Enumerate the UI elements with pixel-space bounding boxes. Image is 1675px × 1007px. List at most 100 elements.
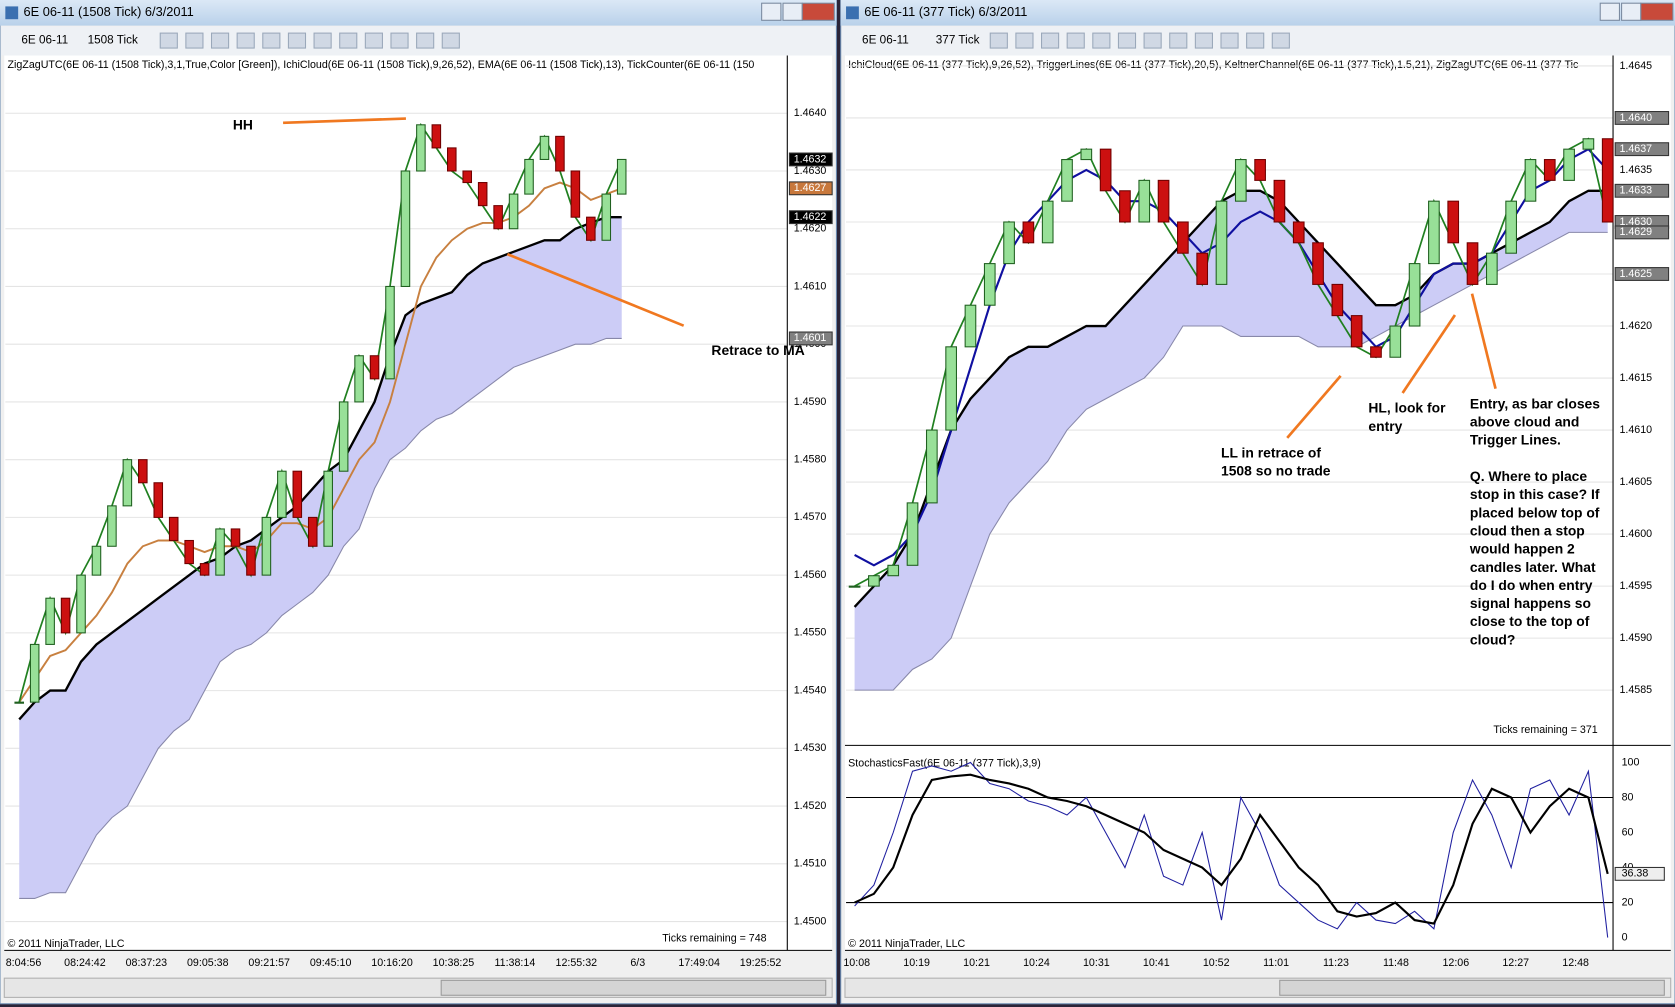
x-tick-label: 09:45:10 (310, 957, 352, 969)
price-marker (788, 210, 833, 225)
stoch-d (854, 773, 1609, 925)
zigzag-line (18, 122, 623, 703)
toolbar-button[interactable] (1194, 32, 1213, 49)
price-marker (1614, 225, 1670, 240)
toolbar-button[interactable] (236, 32, 255, 49)
toolbar-button[interactable] (185, 32, 204, 49)
candle (508, 193, 519, 230)
toolbar-button[interactable] (441, 32, 460, 49)
annotation: would happen 2 (1469, 541, 1575, 557)
candle (1196, 252, 1209, 285)
close-button[interactable] (1640, 2, 1674, 21)
candle (230, 528, 241, 547)
candle (354, 355, 364, 403)
y-tick-label: 1.4500 (794, 915, 827, 927)
candle (29, 643, 40, 703)
x-tick-label: 10:08 (843, 957, 870, 969)
toolbar-button[interactable] (1271, 32, 1290, 49)
annotation: entry (1368, 418, 1402, 434)
maximize-button[interactable] (782, 2, 803, 21)
x-tick-label: 10:31 (1083, 957, 1110, 969)
annotation-stroke (506, 252, 685, 327)
title-bar (840, 0, 1675, 26)
candle (1485, 252, 1498, 285)
toolbar-button[interactable] (210, 32, 230, 49)
toolbar-button[interactable] (416, 32, 435, 49)
candle (215, 528, 225, 576)
candle (91, 545, 102, 576)
x-tick-label: 09:21:57 (248, 957, 290, 969)
x-tick-label: 17:49:04 (678, 957, 720, 969)
toolbar-button[interactable] (1066, 32, 1085, 49)
toolbar-button[interactable] (1117, 32, 1137, 49)
close-button[interactable] (801, 2, 835, 21)
toolbar-button[interactable] (364, 32, 383, 49)
price-marker-label: 1.4633 (1619, 185, 1652, 197)
interval-selector[interactable]: 1508 Tick (88, 34, 138, 47)
candle (1350, 315, 1363, 348)
candle (868, 575, 880, 587)
candle (1447, 200, 1460, 244)
minimize-button[interactable] (1599, 2, 1620, 21)
toolbar-button[interactable] (1169, 32, 1188, 49)
candle (1119, 190, 1131, 223)
toolbar-button[interactable] (339, 32, 358, 49)
candle (570, 170, 581, 218)
price-marker-label: 1.4632 (794, 153, 827, 165)
toolbar-button[interactable] (1220, 32, 1239, 49)
candle (199, 563, 210, 576)
trigger-line (854, 147, 1609, 567)
toolbar-button[interactable] (1040, 32, 1060, 49)
copyright: © 2011 NinjaTrader, LLC (7, 938, 124, 950)
x-tick-label: 6/3 (630, 957, 645, 969)
toolbar-button[interactable] (1246, 32, 1265, 49)
candle (1505, 200, 1517, 254)
y-tick-label: 1.4585 (1619, 684, 1652, 696)
annotation-stroke (1286, 375, 1342, 439)
annotation: Entry, as bar closes (1470, 395, 1600, 411)
toolbar-button[interactable] (989, 32, 1008, 49)
candle (1543, 159, 1556, 181)
candle (1389, 325, 1402, 358)
x-tick-label: 10:19 (903, 957, 930, 969)
toolbar-button[interactable] (390, 32, 409, 49)
app-icon (5, 6, 19, 20)
candle (385, 285, 395, 380)
candle (1061, 159, 1073, 202)
candle (1370, 346, 1382, 358)
minimize-button[interactable] (761, 2, 782, 21)
y-tick-label: 1.4635 (1619, 164, 1652, 176)
candle (14, 701, 25, 704)
price-marker (1614, 183, 1670, 198)
stoch-k (854, 761, 1609, 938)
price-marker-label: 1.4637 (1619, 143, 1652, 155)
toolbar-button[interactable] (1143, 32, 1162, 49)
ichimoku-cloud (854, 190, 1608, 691)
scroll-thumb[interactable] (1279, 979, 1665, 996)
scroll-thumb[interactable] (440, 979, 827, 996)
candle (1273, 179, 1286, 223)
instrument-selector[interactable]: 6E 06-11 (21, 34, 68, 47)
toolbar-button[interactable] (313, 32, 332, 49)
value-marker (1614, 866, 1665, 881)
toolbar-button[interactable] (159, 32, 178, 49)
x-tick-label: 08:37:23 (126, 957, 168, 969)
candle (1292, 221, 1305, 244)
candle (539, 135, 550, 160)
candle (60, 597, 71, 634)
x-tick-label: 10:24 (1023, 957, 1050, 969)
instrument-selector[interactable]: 6E 06-11 (862, 34, 909, 47)
toolbar-button[interactable] (1015, 32, 1034, 49)
toolbar-button[interactable] (287, 32, 307, 49)
cloud-bottom-line (19, 337, 622, 899)
candle (477, 182, 488, 207)
toolbar-button[interactable] (1092, 32, 1111, 49)
toolbar-button[interactable] (262, 32, 281, 49)
annotation: above cloud and (1470, 414, 1580, 430)
interval-selector[interactable]: 377 Tick (936, 34, 980, 47)
candle (493, 205, 503, 230)
annotation: Q. Where to place (1470, 468, 1587, 484)
candle (1428, 200, 1440, 265)
maximize-button[interactable] (1621, 2, 1642, 21)
